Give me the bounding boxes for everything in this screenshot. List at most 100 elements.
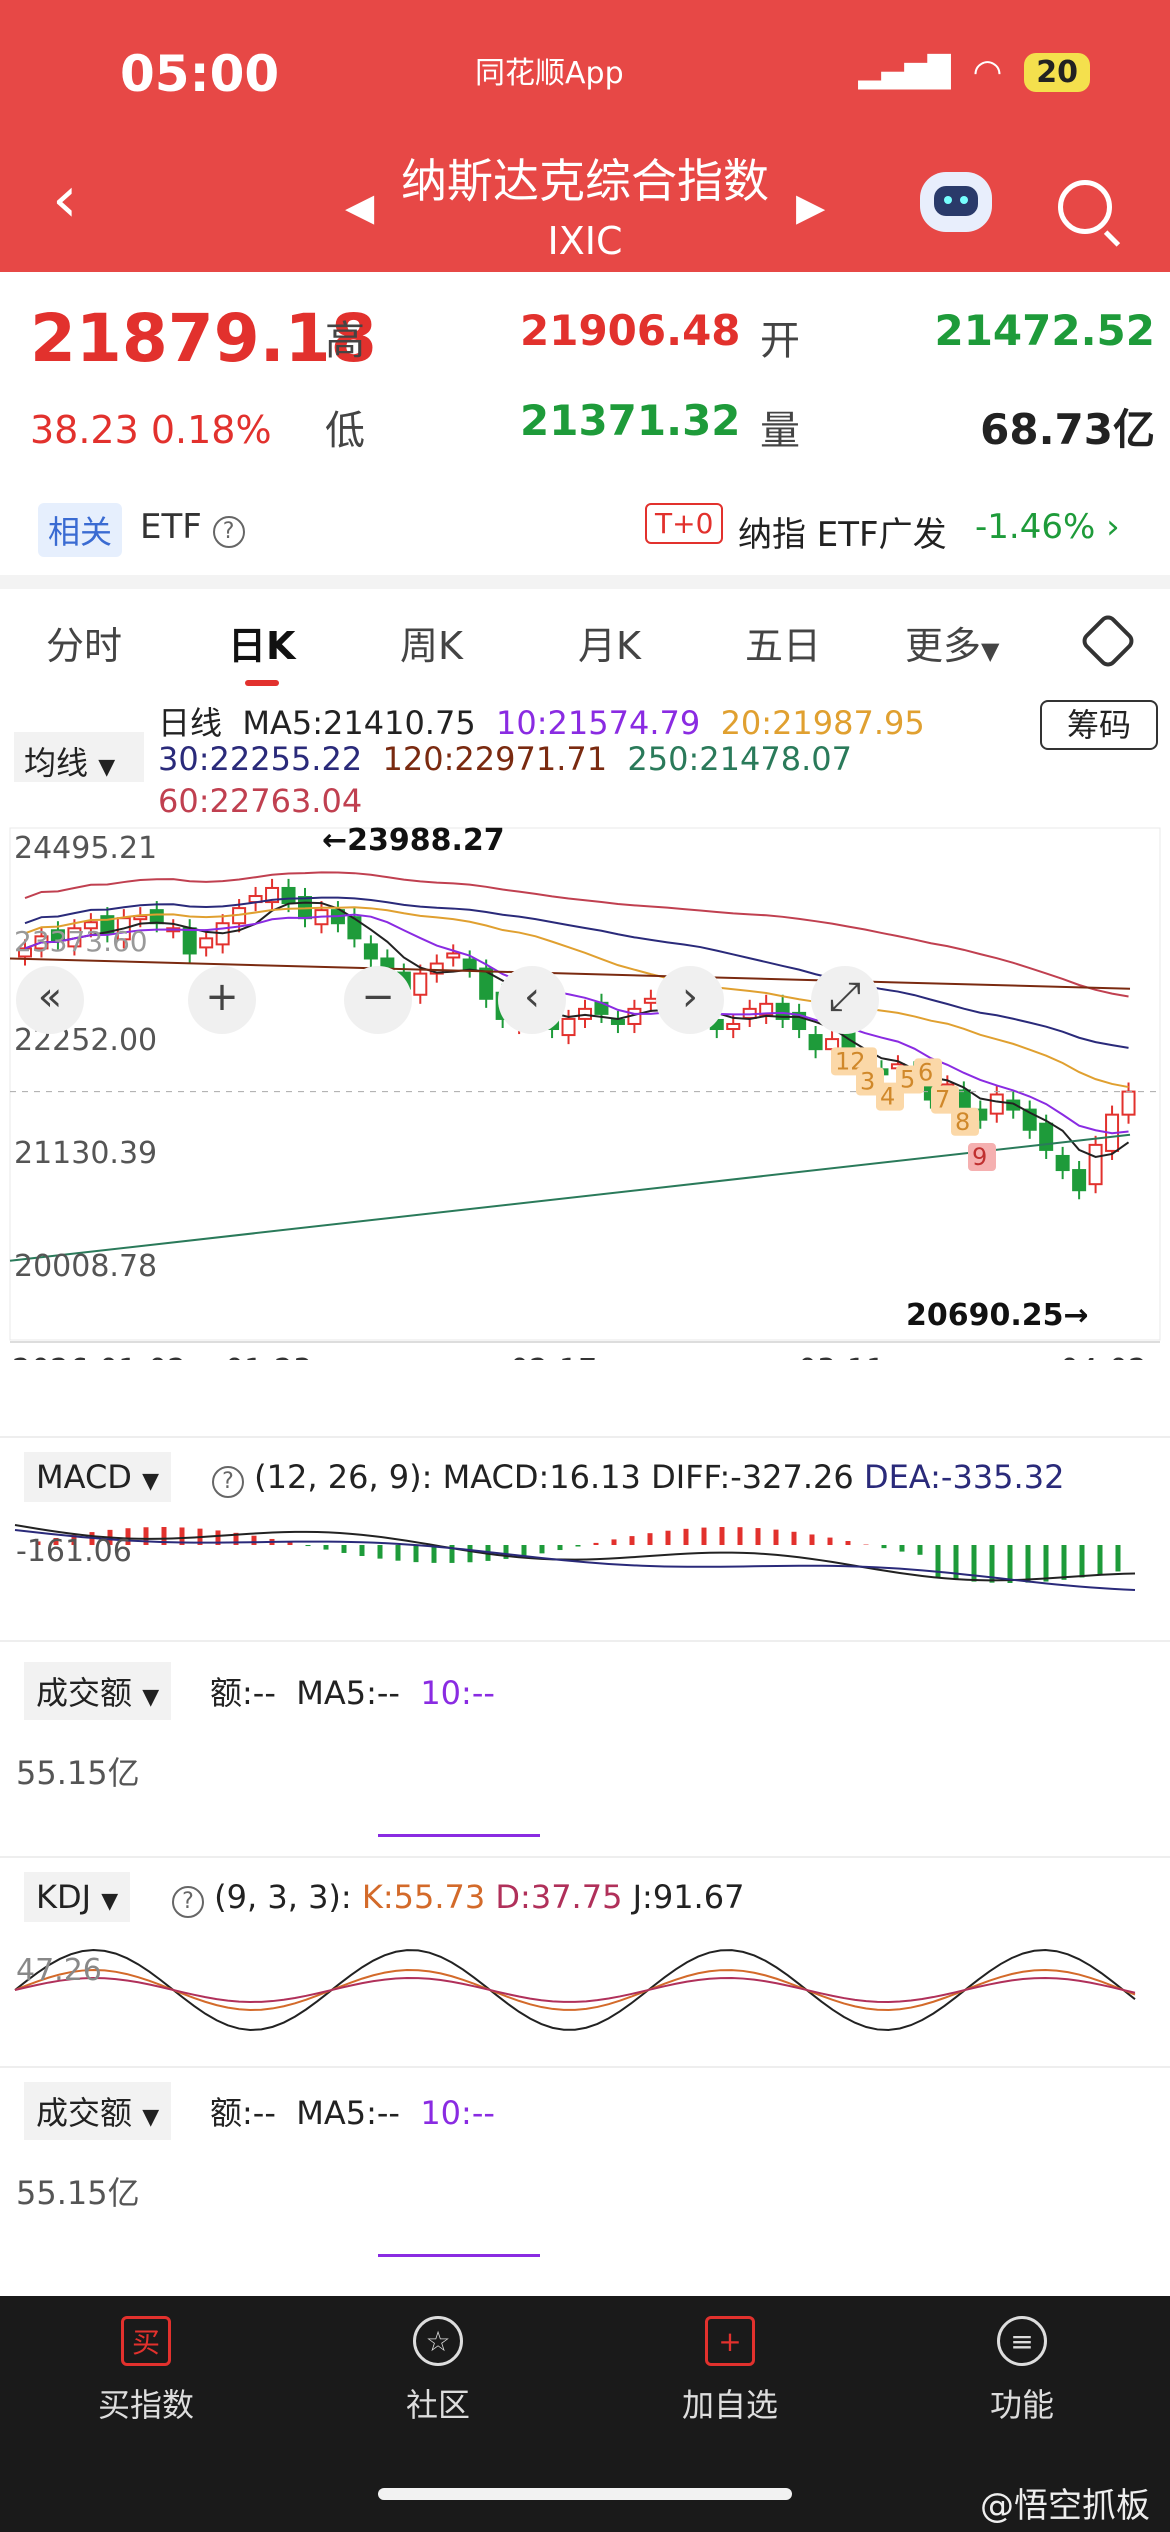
menu-icon: ≡ — [997, 2316, 1047, 2366]
low-label: 低 — [325, 408, 365, 454]
price-change: 38.23 0.18% — [30, 408, 272, 452]
candle-body — [446, 952, 461, 959]
status-time: 05:00 — [120, 45, 280, 103]
nav-functions[interactable]: ≡ 功能 — [932, 2316, 1112, 2426]
home-indicator — [378, 2488, 792, 2500]
zoom-out-icon-glyph: − — [361, 974, 395, 1020]
kdj-selector[interactable]: KDJ ▼ — [24, 1872, 131, 1922]
ma60-value: 60:22763.04 — [158, 782, 363, 820]
tab-intraday[interactable]: 分时 — [46, 624, 123, 668]
amount-legend: 额:-- MA5:-- 10:-- — [210, 1674, 495, 1712]
ma5-line — [24, 901, 1130, 1159]
low-value: 21371.32 — [520, 396, 741, 445]
macd-selector[interactable]: MACD ▼ — [24, 1452, 172, 1502]
dea-line — [14, 1529, 1136, 1591]
period-label: 日线 — [158, 704, 223, 742]
candle-body — [83, 921, 98, 930]
amount-selector[interactable]: 成交额 ▼ — [24, 1662, 172, 1720]
x-axis-label: 01-23 — [225, 1353, 312, 1360]
status-app-name: 同花顺App — [475, 56, 624, 91]
candle-body — [610, 1018, 625, 1025]
search-icon[interactable] — [1058, 180, 1112, 234]
current-price: 21879.18 — [30, 300, 377, 377]
tab-more[interactable]: 更多▼ — [905, 624, 1000, 668]
amount-selector-2[interactable]: 成交额 ▼ — [24, 2082, 172, 2140]
amount-ma10-line — [378, 1834, 540, 1837]
ma-selector[interactable]: 均线 ▼ — [14, 732, 144, 782]
ma10-value: 10:21574.79 — [496, 704, 701, 742]
wifi-icon: ◠ — [972, 52, 1003, 92]
candlestick-chart[interactable]: 24495.2122252.0021130.3920008.7823373.60… — [0, 820, 1170, 1360]
candle-body — [462, 958, 477, 970]
related-etf-row[interactable]: 相关 ETF ? T+0 纳指 ETF广发 -1.46% › — [0, 495, 1170, 565]
ma20-line — [24, 906, 1129, 1089]
tab-five-day[interactable]: 五日 — [745, 624, 822, 668]
td-count-badge — [968, 1143, 996, 1172]
prev-icon[interactable] — [498, 966, 566, 1034]
t0-badge: T+0 — [645, 503, 724, 544]
high-label: 高 — [325, 318, 365, 364]
zoom-in-icon[interactable] — [188, 966, 256, 1034]
chip-button[interactable]: 筹码 — [1040, 700, 1158, 750]
candle-body — [413, 972, 428, 996]
tab-weekly-k[interactable]: 周K — [400, 624, 463, 668]
candle-body — [561, 1017, 576, 1037]
candle-body — [429, 962, 444, 975]
help-icon[interactable]: ? — [212, 1466, 244, 1498]
candle-body — [578, 1007, 592, 1020]
amount-axis-label-2: 55.15亿 — [16, 2174, 140, 2212]
divider — [0, 2066, 1170, 2068]
candle-body — [479, 967, 494, 1000]
td-count-badge — [951, 1107, 979, 1136]
prev-icon-glyph: ‹ — [524, 974, 540, 1020]
assistant-bot-icon[interactable] — [920, 172, 992, 232]
x-axis-label: 04-02 — [1060, 1353, 1147, 1360]
tab-daily-k[interactable]: 日K — [228, 624, 296, 668]
low-annotation: 20690.25→ — [906, 1298, 1089, 1333]
help-icon[interactable]: ? — [172, 1886, 204, 1918]
candle-body — [265, 886, 280, 904]
prev-index-button[interactable]: ◀ — [345, 185, 375, 229]
j-line — [14, 1949, 1136, 2031]
kdj-legend: ? (9, 3, 3): K:55.73 D:37.75 J:91.67 — [172, 1878, 744, 1918]
ma250-line — [9, 1133, 1131, 1262]
signal-icon: ▂▄▆█ — [858, 54, 951, 90]
nav-add-label: 加自选 — [681, 2386, 778, 2424]
plus-icon: + — [705, 2316, 755, 2366]
candle-body — [643, 997, 658, 1004]
x-axis-label: 03-11 — [798, 1353, 885, 1360]
fullscreen-icon[interactable] — [811, 966, 879, 1034]
help-icon[interactable]: ? — [212, 516, 245, 548]
volume-value: 68.73亿 — [980, 405, 1155, 454]
next-index-button[interactable]: ▶ — [796, 185, 826, 229]
kdj-axis-label: 47.26 — [16, 1953, 102, 1988]
x-axis-label: 02-17 — [510, 1353, 597, 1360]
nav-community[interactable]: ☆ 社区 — [348, 2316, 528, 2426]
td-count-label: 5 — [900, 1065, 915, 1093]
next-icon[interactable] — [656, 966, 724, 1034]
nav-buy-index[interactable]: 买 买指数 — [56, 2316, 236, 2426]
nav-buy-label: 买指数 — [97, 2386, 194, 2424]
td-count-badge — [931, 1085, 959, 1114]
section-divider — [0, 575, 1170, 589]
caret-down-icon: ▼ — [98, 755, 116, 780]
ma-legend-row2: 30:22255.22 120:22971.71 250:21478.07 — [158, 740, 852, 778]
tab-monthly-k[interactable]: 月K — [578, 624, 641, 668]
candle-body — [1121, 1090, 1136, 1116]
collapse-icon[interactable] — [16, 966, 84, 1034]
y-axis-label: 21130.39 — [14, 1136, 157, 1171]
macd-chart: -161.06 — [14, 1524, 1136, 1591]
td-count-label: 3 — [860, 1067, 875, 1095]
etf-change: -1.46% › — [975, 507, 1120, 547]
y-axis-label: 23373.60 — [14, 925, 148, 958]
divider — [0, 1856, 1170, 1858]
ma30-value: 30:22255.22 — [158, 740, 363, 778]
back-button[interactable]: ‹ — [52, 163, 78, 237]
x-axis-label: 2026-01-02 — [12, 1353, 186, 1360]
related-tag: 相关 — [38, 503, 123, 557]
candle-body — [956, 1089, 971, 1111]
nav-add-watchlist[interactable]: + 加自选 — [640, 2316, 820, 2426]
chart-frame — [9, 827, 1161, 1341]
zoom-out-icon[interactable] — [344, 966, 412, 1034]
etf-label: ETF ? — [140, 507, 245, 548]
